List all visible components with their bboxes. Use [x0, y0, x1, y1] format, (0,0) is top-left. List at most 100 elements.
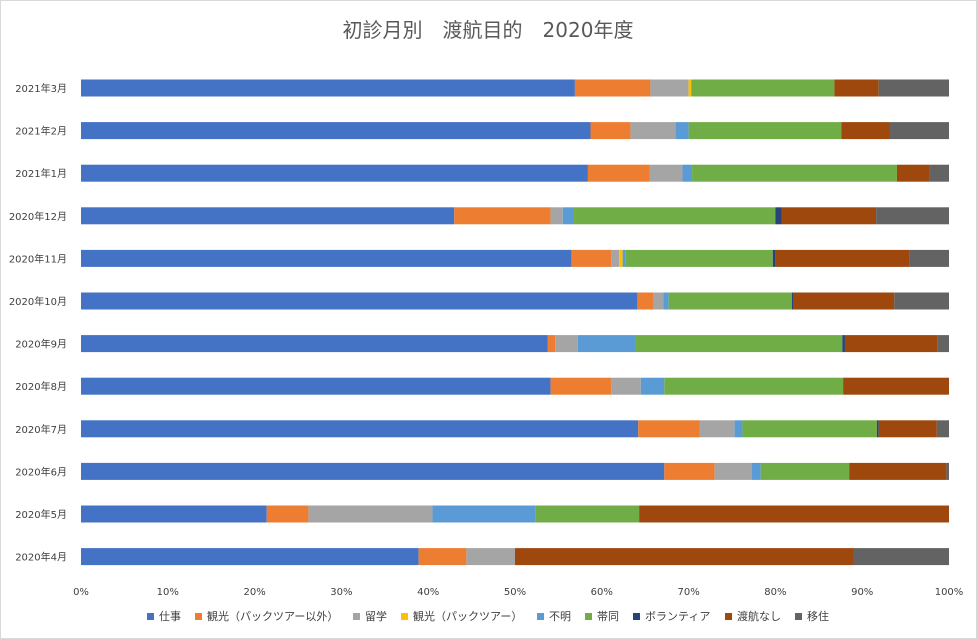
bar-segment	[535, 505, 640, 523]
bar-segment	[878, 79, 949, 97]
bar-segment	[81, 335, 548, 353]
bar-segment	[611, 377, 641, 395]
bar-segment	[791, 292, 794, 310]
bar-segment	[751, 462, 761, 480]
bar-segment	[909, 249, 949, 267]
bar-segment	[81, 164, 588, 182]
x-tick-label: 40%	[417, 587, 439, 598]
bar-segment	[668, 292, 792, 310]
bar-segment	[308, 505, 433, 523]
bar-segment	[843, 377, 949, 395]
legend-swatch	[401, 613, 408, 620]
bar-segment	[772, 249, 776, 267]
bar-segment	[878, 420, 937, 438]
bar-segment	[841, 122, 890, 140]
chart-title: 初診月別 渡航目的 2020年度	[343, 18, 634, 42]
legend-swatch	[633, 613, 640, 620]
bar-segment	[834, 79, 879, 97]
bar-segment	[574, 79, 651, 97]
x-tick-label: 0%	[73, 587, 89, 598]
bar-segment	[611, 249, 620, 267]
legend-swatch	[147, 613, 154, 620]
bar-segment	[81, 548, 419, 566]
legend-swatch	[725, 613, 732, 620]
bar-segment	[577, 335, 636, 353]
legend-label: 渡航なし	[737, 609, 781, 623]
legend-swatch	[795, 613, 802, 620]
legend-label: 観光（パックツアー）	[413, 609, 522, 623]
bar-segment	[853, 548, 949, 566]
bar-segment	[876, 207, 949, 225]
x-tick-label: 70%	[677, 587, 699, 598]
legend-swatch	[537, 613, 544, 620]
bar-segment	[81, 79, 575, 97]
bar-segment	[630, 122, 676, 140]
bar-segment	[946, 462, 949, 480]
category-label: 2020年4月	[15, 551, 67, 564]
legend-swatch	[585, 613, 592, 620]
legend: 仕事 観光（パックツアー以外） 留学 観光（パックツアー） 不明 帯同 ボランティア 渡航なし…	[147, 609, 829, 623]
x-tick-label: 80%	[764, 587, 786, 598]
bar-segment	[664, 377, 844, 395]
bar-layer	[81, 79, 949, 566]
bar-segment	[81, 377, 551, 395]
bar-segment	[515, 548, 854, 566]
category-label: 2020年6月	[15, 465, 67, 478]
bar-segment	[849, 462, 947, 480]
legend-swatch	[195, 613, 202, 620]
legend-swatch	[353, 613, 360, 620]
category-label: 2020年8月	[15, 380, 67, 393]
bar-segment	[81, 249, 572, 267]
bar-segment	[587, 164, 650, 182]
x-tick-label: 30%	[330, 587, 352, 598]
bar-segment	[418, 548, 467, 566]
bar-segment	[550, 377, 612, 395]
bar-segment	[622, 249, 626, 267]
bar-segment	[663, 292, 669, 310]
x-tick-label: 10%	[157, 587, 179, 598]
bar-segment	[734, 420, 743, 438]
legend-label: 観光（パックツアー以外）	[207, 609, 338, 623]
bar-segment	[675, 122, 689, 140]
bar-segment	[692, 164, 897, 182]
bar-segment	[876, 420, 879, 438]
bar-segment	[760, 462, 850, 480]
bar-segment	[896, 164, 930, 182]
bar-segment	[844, 335, 938, 353]
bar-segment	[555, 335, 578, 353]
bar-segment	[81, 207, 455, 225]
bar-segment	[454, 207, 551, 225]
bar-segment	[742, 420, 877, 438]
bar-segment	[650, 79, 689, 97]
bar-segment	[929, 164, 949, 182]
bar-segment	[653, 292, 664, 310]
legend-label: 仕事	[159, 610, 181, 623]
bar-segment	[638, 420, 700, 438]
bar-segment	[574, 207, 776, 225]
bar-segment	[466, 548, 515, 566]
bar-segment	[664, 462, 715, 480]
bar-segment	[81, 122, 591, 140]
category-label: 2020年7月	[15, 423, 67, 436]
x-tick-label: 100%	[935, 587, 964, 598]
bar-segment	[640, 377, 665, 395]
bar-segment	[688, 79, 692, 97]
bar-segment	[714, 462, 752, 480]
category-label: 2021年3月	[15, 82, 67, 95]
bar-segment	[81, 420, 639, 438]
axis-layer: 2021年3月 2021年2月 2021年1月 2020年12月 2020年11月 202…	[9, 82, 963, 598]
bar-segment	[793, 292, 895, 310]
x-tick-label: 50%	[504, 587, 526, 598]
bar-segment	[682, 164, 693, 182]
legend-label: 移住	[807, 609, 829, 623]
bar-segment	[894, 292, 949, 310]
legend-label: 帯同	[597, 610, 619, 623]
bar-segment	[699, 420, 735, 438]
bar-segment	[619, 249, 623, 267]
category-label: 2020年5月	[15, 508, 67, 521]
category-label: 2020年10月	[9, 295, 67, 308]
bar-segment	[562, 207, 575, 225]
category-label: 2021年1月	[15, 167, 67, 180]
